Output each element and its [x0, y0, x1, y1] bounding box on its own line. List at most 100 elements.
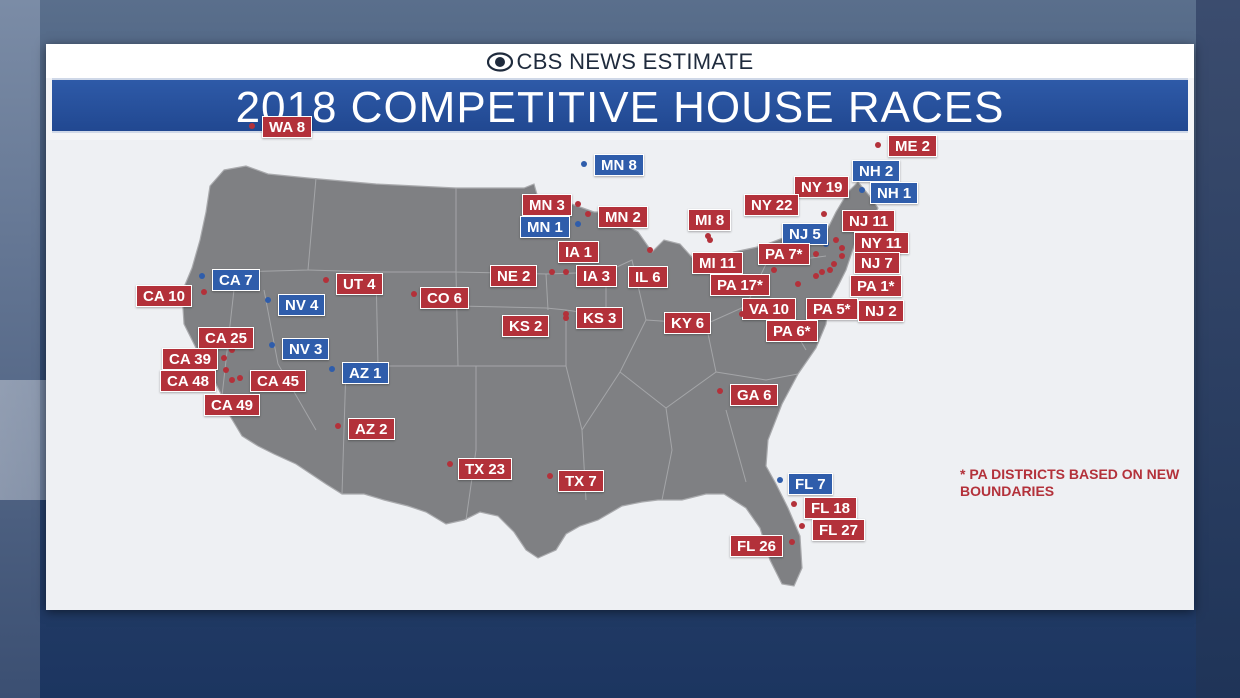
race-marker-pa-7	[813, 251, 819, 257]
race-marker-az-2	[335, 423, 341, 429]
race-marker-mi-11	[707, 237, 713, 243]
race-label-ut-4: UT 4	[336, 273, 383, 295]
race-marker-fl-7	[777, 477, 783, 483]
race-label-tx-23: TX 23	[458, 458, 513, 480]
race-label-fl-27: FL 27	[812, 519, 865, 541]
race-label-ca-7: CA 7	[212, 269, 260, 291]
race-marker-nj-11	[833, 237, 839, 243]
race-marker-az-1	[329, 366, 335, 372]
race-label-mn-8: MN 8	[594, 154, 644, 176]
race-marker-ny-22	[821, 211, 827, 217]
header-strip: CBS NEWS ESTIMATE	[46, 44, 1194, 78]
race-marker-me-2	[875, 142, 881, 148]
race-label-fl-7: FL 7	[788, 473, 833, 495]
race-label-ia-1: IA 1	[558, 241, 599, 263]
race-label-ga-6: GA 6	[730, 384, 779, 406]
race-marker-ks-3	[563, 311, 569, 317]
race-label-ca-45: CA 45	[250, 370, 306, 392]
race-marker-nv-4	[265, 297, 271, 303]
race-label-ca-49: CA 49	[204, 394, 260, 416]
race-marker-pa-6	[813, 273, 819, 279]
race-label-pa-7: PA 7*	[758, 243, 810, 265]
race-marker-mn-1	[575, 221, 581, 227]
map-panel: CBS NEWS ESTIMATE 2018 COMPETITIVE HOUSE…	[46, 44, 1194, 610]
race-marker-nv-3	[269, 342, 275, 348]
race-label-ky-6: KY 6	[664, 312, 712, 334]
race-label-nj-11: NJ 11	[842, 210, 896, 232]
race-marker-tx-23	[447, 461, 453, 467]
race-marker-ia-3	[563, 269, 569, 275]
race-label-ny-19: NY 19	[794, 176, 850, 198]
race-label-pa-6: PA 6*	[766, 320, 818, 342]
race-label-nj-2: NJ 2	[858, 300, 904, 322]
race-label-pa-1: PA 1*	[850, 275, 902, 297]
race-marker-ny-11	[839, 245, 845, 251]
network-header: CBS NEWS ESTIMATE	[46, 49, 1194, 75]
race-marker-pa-17	[771, 267, 777, 273]
race-marker-mn-8	[581, 161, 587, 167]
race-marker-co-6	[411, 291, 417, 297]
race-marker-ca-39	[221, 355, 227, 361]
race-label-nj-7: NJ 7	[854, 252, 900, 274]
race-label-az-2: AZ 2	[348, 418, 395, 440]
race-label-fl-18: FL 18	[804, 497, 857, 519]
race-marker-ks-2	[563, 315, 569, 321]
race-label-ny-22: NY 22	[744, 194, 800, 216]
race-label-pa-17: PA 17*	[710, 274, 770, 296]
race-marker-ca-49	[229, 377, 235, 383]
race-marker-fl-26	[789, 539, 795, 545]
race-marker-wa-8	[249, 123, 255, 129]
race-label-ks-3: KS 3	[576, 307, 624, 329]
race-marker-ca-25	[229, 347, 235, 353]
race-marker-ca-48	[223, 367, 229, 373]
race-marker-mn-3	[575, 201, 581, 207]
race-label-co-6: CO 6	[420, 287, 470, 309]
race-label-ia-3: IA 3	[576, 265, 617, 287]
race-marker-tx-7	[547, 473, 553, 479]
race-label-az-1: AZ 1	[342, 362, 389, 384]
race-label-ca-48: CA 48	[160, 370, 216, 392]
race-label-fl-26: FL 26	[730, 535, 783, 557]
background-left	[0, 0, 40, 698]
race-marker-ut-4	[323, 277, 329, 283]
race-marker-ky-6	[739, 311, 745, 317]
race-marker-pa-1	[831, 261, 837, 267]
race-marker-mi-8	[705, 233, 711, 239]
race-marker-ca-7	[199, 273, 205, 279]
race-label-ks-2: KS 2	[502, 315, 550, 337]
race-label-ny-11: NY 11	[854, 232, 909, 254]
race-label-va-10: VA 10	[742, 298, 797, 320]
race-marker-nj-2	[827, 267, 833, 273]
race-label-nh-1: NH 1	[870, 182, 919, 204]
footnote: * PA DISTRICTS BASED ON NEW BOUNDARIES	[960, 466, 1180, 499]
title-bar: 2018 COMPETITIVE HOUSE RACES	[52, 78, 1188, 133]
race-label-mn-1: MN 1	[520, 216, 570, 238]
race-marker-nh-1	[859, 187, 865, 193]
race-label-il-6: IL 6	[628, 266, 668, 288]
race-label-mi-8: MI 8	[688, 209, 732, 231]
network-label: CBS NEWS ESTIMATE	[516, 49, 754, 74]
page-title: 2018 COMPETITIVE HOUSE RACES	[235, 83, 1005, 132]
race-marker-va-10	[795, 281, 801, 287]
race-marker-ca-45	[237, 375, 243, 381]
race-label-ca-25: CA 25	[198, 327, 254, 349]
race-marker-ne-2	[549, 269, 555, 275]
race-marker-il-6	[647, 247, 653, 253]
race-label-mi-11: MI 11	[692, 252, 743, 274]
background-right	[1196, 0, 1240, 698]
race-label-me-2: ME 2	[888, 135, 938, 157]
race-label-nj-5: NJ 5	[782, 223, 828, 245]
race-marker-pa-5	[819, 269, 825, 275]
race-marker-ca-10	[201, 289, 207, 295]
race-marker-fl-18	[791, 501, 797, 507]
race-marker-fl-27	[799, 523, 805, 529]
race-marker-mn-2	[585, 211, 591, 217]
race-label-ne-2: NE 2	[490, 265, 538, 287]
cbs-eye-icon	[486, 52, 513, 72]
race-label-nh-2: NH 2	[852, 160, 901, 182]
race-label-wa-8: WA 8	[262, 116, 313, 138]
race-label-pa-5: PA 5*	[806, 298, 858, 320]
race-label-ca-10: CA 10	[136, 285, 192, 307]
race-label-tx-7: TX 7	[558, 470, 604, 492]
race-label-nv-3: NV 3	[282, 338, 330, 360]
